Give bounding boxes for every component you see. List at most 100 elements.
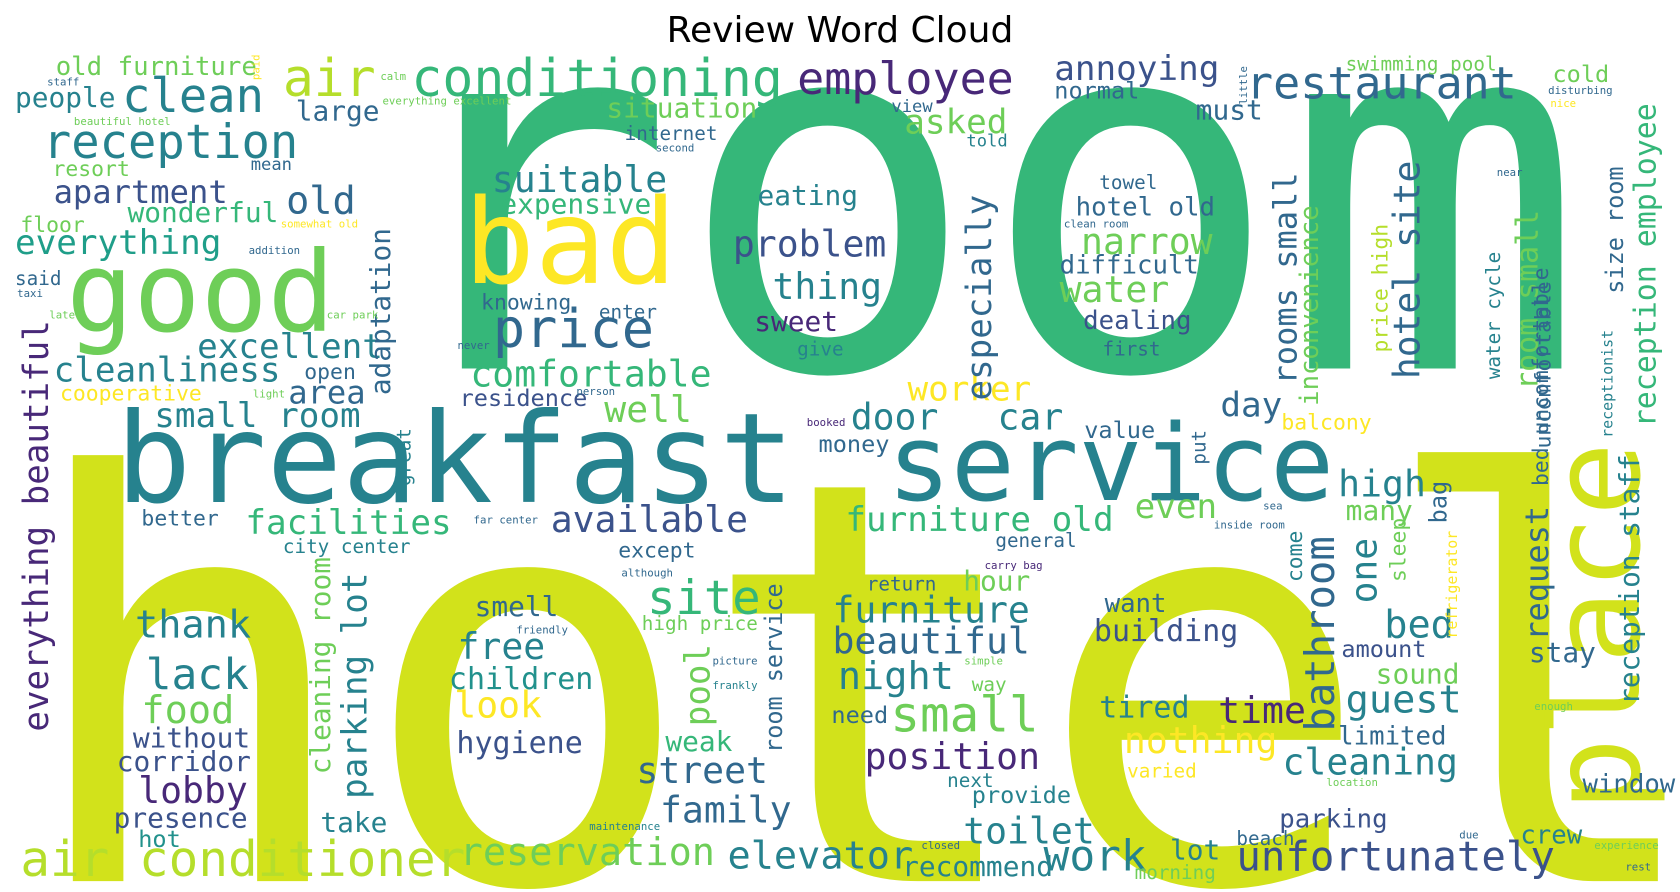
word: day	[1220, 386, 1282, 426]
word: old furniture	[56, 52, 257, 82]
word: city center	[283, 535, 411, 558]
word: hotel site	[1386, 161, 1429, 380]
word: place	[1526, 442, 1669, 812]
word: room small	[1510, 210, 1545, 390]
word: beach	[1236, 827, 1294, 850]
word: service	[887, 402, 1334, 525]
word: old	[286, 179, 356, 224]
word: weak	[665, 725, 732, 758]
word: frankly	[712, 679, 758, 692]
word: narrow	[1081, 220, 1213, 263]
word: high	[1338, 463, 1426, 506]
word: tired	[1099, 691, 1189, 726]
word: site	[647, 571, 760, 626]
word: morning	[1135, 861, 1216, 884]
word: knowing	[481, 291, 571, 316]
word: people	[15, 81, 116, 114]
word: building	[1094, 614, 1238, 649]
word: balcony	[1281, 410, 1371, 435]
word: small room	[154, 396, 360, 436]
word: area	[288, 374, 365, 412]
word: closed	[921, 839, 960, 852]
word: furniture	[832, 589, 1029, 632]
word: take	[320, 806, 387, 839]
word: look	[454, 684, 542, 727]
word: want	[1105, 589, 1167, 619]
word: apartment	[54, 173, 228, 211]
word: street	[636, 749, 768, 792]
word: late	[49, 308, 75, 321]
word: furniture old	[845, 500, 1113, 540]
word: limited	[1338, 721, 1446, 751]
word: taxi	[17, 287, 43, 300]
word: car park	[327, 308, 379, 321]
chart-title: Review Word Cloud	[667, 10, 1014, 51]
word: difficult	[1060, 250, 1199, 280]
word: way	[972, 673, 1007, 696]
word: although	[621, 567, 673, 580]
word: air conditioner	[20, 830, 465, 888]
word: next	[947, 769, 993, 792]
word: floor	[20, 213, 85, 238]
word: unfortunately	[1236, 832, 1554, 880]
word: near	[1497, 166, 1523, 179]
word: expensive	[500, 188, 651, 221]
word: money	[819, 430, 890, 458]
word: clean	[122, 69, 264, 124]
word: especially	[960, 195, 1000, 401]
word: second	[656, 142, 695, 155]
word: enter	[599, 300, 657, 323]
word: everything	[15, 223, 221, 263]
word: annoying	[1054, 49, 1219, 89]
word: need	[831, 701, 888, 729]
word: lot	[1170, 834, 1220, 867]
word: calm	[380, 70, 406, 83]
word: breakfast	[116, 386, 795, 532]
word: thing	[772, 265, 882, 308]
word: return	[867, 573, 937, 596]
word: except	[618, 539, 695, 564]
word: thank	[135, 603, 251, 648]
word: sound	[1376, 658, 1460, 691]
word: cleanliness	[54, 350, 281, 390]
word: price	[493, 297, 654, 360]
word: asked	[904, 103, 1007, 143]
word: parking lot	[335, 573, 375, 799]
word: cleaning room	[304, 557, 337, 774]
word: problem	[733, 222, 886, 265]
word: paid	[249, 54, 262, 80]
word: cooperative	[60, 382, 202, 407]
word: employee	[797, 52, 1014, 105]
word: towel	[1099, 171, 1157, 194]
word: carry bag	[985, 559, 1043, 572]
word: price high	[1368, 224, 1393, 352]
word: disturbing	[1548, 84, 1612, 97]
word: adaptation	[364, 228, 397, 395]
word: size room	[1601, 166, 1629, 293]
word: said	[15, 267, 61, 290]
word: reservation	[460, 830, 715, 875]
word: internet	[625, 122, 718, 145]
word: air	[283, 49, 376, 109]
word: hot	[138, 825, 181, 853]
word: experience	[1594, 839, 1658, 852]
word: eating	[757, 179, 858, 212]
word: reception	[43, 115, 298, 170]
word: small	[890, 686, 1038, 744]
word: nothing	[1124, 719, 1277, 762]
word: stay	[1529, 636, 1596, 669]
word: simple	[964, 654, 1003, 667]
word: water	[1060, 268, 1170, 311]
word: pool	[678, 644, 718, 726]
word: food	[141, 688, 234, 733]
word: nice	[1550, 97, 1576, 110]
word: great	[392, 428, 415, 486]
word: rest	[1625, 860, 1651, 873]
word: open	[304, 360, 356, 385]
word: enough	[1534, 700, 1573, 713]
word: hour	[963, 565, 1030, 598]
word: worker	[907, 370, 1031, 410]
word: refrigerator	[1443, 531, 1461, 639]
